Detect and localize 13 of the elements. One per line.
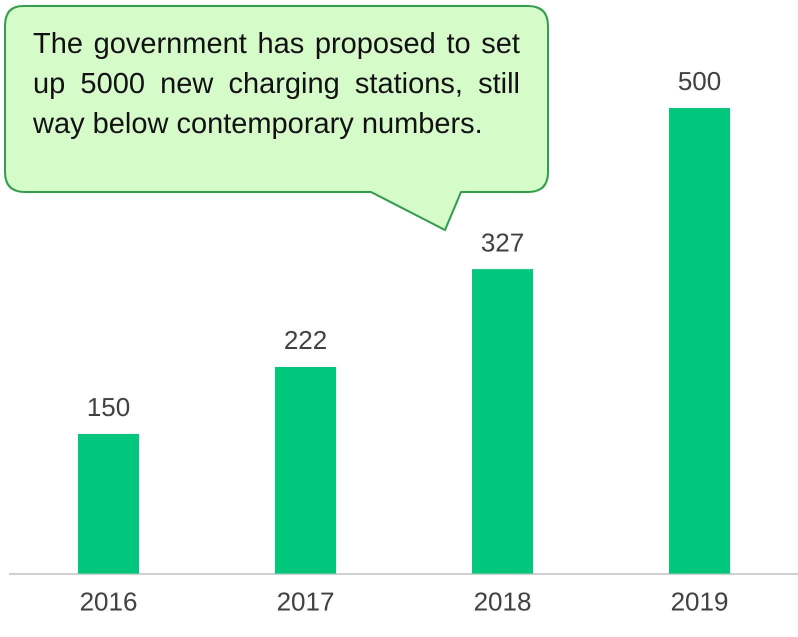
data-label: 327 [480,227,524,258]
data-label: 222 [284,325,328,356]
x-tick-label: 2018 [474,586,532,617]
x-tick-label: 2017 [276,586,334,617]
bar [472,269,534,574]
bar [78,434,140,574]
data-label: 150 [86,392,130,422]
x-tick-label: 2016 [80,586,138,617]
data-label: 500 [678,66,722,96]
bar [668,108,730,574]
x-tick-label: 2019 [670,586,728,617]
bar [274,366,336,574]
annotation: The government has proposed to set up 5000 new charging stations, still way below contemporary numbers. [33,27,520,142]
